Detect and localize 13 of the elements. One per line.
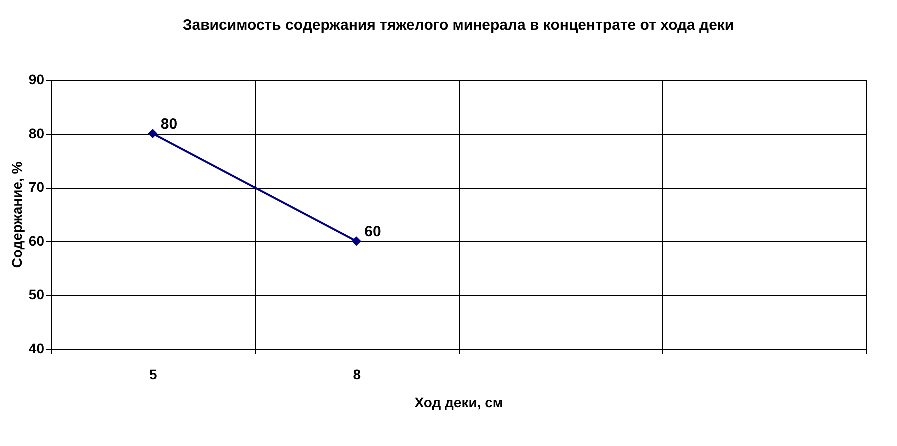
data-label: 80 [160, 116, 178, 133]
y-axis-title: Содержание, % [8, 161, 25, 268]
x-tick-label: 8 [353, 366, 362, 382]
y-tick-label: 50 [28, 286, 45, 303]
y-tick-label: 40 [28, 340, 45, 356]
data-label: 60 [364, 223, 382, 240]
y-tick-label: 70 [28, 179, 45, 196]
x-tick-label: 5 [149, 366, 158, 382]
x-axis-title: Ход деки, см [414, 394, 504, 410]
y-tick-label: 80 [28, 125, 45, 142]
chart-title: Зависимость содержания тяжелого минерала в концентрате от хода деки [182, 17, 734, 34]
y-tick-label: 90 [28, 72, 45, 88]
y-tick-label: 60 [28, 232, 45, 249]
